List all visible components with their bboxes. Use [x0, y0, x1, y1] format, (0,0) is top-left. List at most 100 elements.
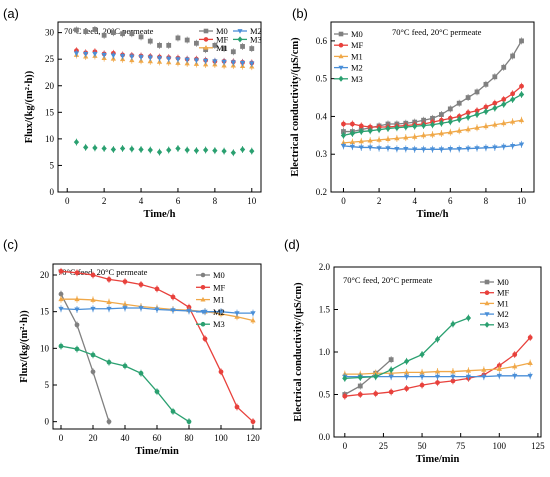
x-tick-label: 2: [102, 196, 107, 206]
data-point: [83, 51, 89, 57]
series-M0: [74, 25, 255, 56]
data-point: [122, 301, 128, 307]
legend-marker: [200, 310, 206, 315]
x-axis-label: Time/min: [135, 446, 179, 457]
legend-label: MF: [213, 282, 226, 292]
data-point: [388, 366, 394, 373]
data-point: [450, 374, 456, 380]
data-point: [230, 49, 236, 55]
data-point: [106, 359, 112, 365]
x-tick-label: 8: [213, 196, 218, 206]
data-point: [412, 147, 418, 153]
data-point: [184, 146, 190, 154]
x-tick-label: 6: [176, 196, 181, 206]
data-point: [218, 369, 224, 375]
data-point: [501, 97, 507, 102]
data-point: [465, 367, 472, 373]
legend-label: M2: [250, 26, 262, 36]
data-point: [340, 140, 347, 145]
legend-marker: [338, 75, 344, 82]
data-point: [421, 117, 426, 123]
data-point: [342, 375, 348, 382]
legend-label: M2: [213, 307, 225, 317]
data-point: [106, 277, 112, 282]
series-M0: [58, 290, 112, 426]
data-point: [166, 56, 172, 62]
legend-marker: [484, 279, 490, 285]
data-point: [419, 369, 425, 375]
data-point: [376, 126, 382, 133]
data-point: [501, 101, 507, 108]
data-point: [58, 296, 64, 302]
data-point: [465, 114, 471, 121]
series-line: [344, 359, 392, 396]
x-tick-label: 50: [418, 441, 428, 451]
data-point: [138, 370, 144, 376]
data-point: [509, 118, 516, 124]
x-axis-label: Time/h: [144, 209, 176, 220]
y-tick-label: 0.2: [316, 187, 327, 197]
y-tick-label: 15: [40, 307, 50, 317]
data-point: [202, 146, 209, 154]
y-tick-label: 1.0: [319, 347, 331, 357]
data-point: [221, 46, 227, 51]
x-axis-label: Time/min: [416, 454, 460, 465]
y-tick-label: 15: [45, 107, 55, 117]
data-point: [420, 122, 427, 129]
data-point: [74, 307, 80, 313]
data-point: [349, 121, 355, 127]
x-tick-label: 10: [247, 196, 257, 206]
data-point: [218, 309, 224, 315]
data-point: [154, 307, 160, 313]
data-point: [186, 419, 192, 425]
panel-letter: (d): [284, 237, 300, 252]
data-point: [138, 306, 144, 311]
data-point: [110, 146, 117, 153]
data-point: [138, 55, 144, 60]
legend-label: M1: [497, 298, 509, 308]
legend-label: M3: [351, 74, 363, 84]
data-point: [465, 374, 472, 380]
series-M2: [73, 49, 255, 67]
legend-label: M2: [497, 309, 509, 319]
data-point: [388, 374, 394, 380]
data-point: [90, 272, 96, 278]
panel-1: (b) 0 2 4 6 8 10 0.2 0.3 0.4 0.5 0.6 Time/h Electrica…: [290, 6, 535, 220]
data-point: [509, 96, 516, 103]
data-point: [481, 374, 487, 380]
panel-0: (a) 0 2 4 6 8 10 0 5 10 15 20 25 30 Time/h Flux/(kg/(m²…: [3, 6, 262, 220]
panel-3: (d) 0 25 50 75 100 125 0.0 0.5 1.0 1.5 2.0 Time/min E…: [284, 237, 545, 465]
data-point: [101, 32, 107, 38]
data-point: [447, 129, 453, 135]
y-tick-label: 5: [50, 160, 55, 170]
series-M2: [58, 304, 256, 317]
annotation: 70°C feed, 20°C permeate: [392, 27, 482, 37]
data-point: [239, 146, 246, 153]
data-point: [358, 145, 364, 151]
data-point: [129, 145, 135, 153]
data-point: [349, 130, 356, 137]
series-M3: [73, 138, 255, 157]
panel-2: (c) 0 20 40 60 80 100 120 0 5 10 15 20 Time/min Flux/(…: [3, 237, 262, 457]
y-tick-label: 0.3: [316, 149, 328, 159]
series-line: [344, 337, 531, 397]
data-point: [376, 146, 382, 152]
x-tick-label: 80: [185, 433, 195, 443]
data-point: [367, 127, 373, 134]
data-point: [435, 380, 440, 385]
x-tick-label: 100: [214, 433, 228, 443]
y-tick-label: 25: [45, 54, 55, 64]
data-point: [483, 145, 489, 151]
data-point: [447, 147, 453, 152]
data-point: [373, 391, 379, 397]
data-point: [420, 132, 427, 138]
data-point: [83, 29, 89, 34]
x-axis-label: Time/h: [417, 209, 449, 220]
data-point: [367, 137, 373, 143]
data-point: [438, 130, 445, 136]
data-point: [357, 374, 363, 381]
data-point: [388, 389, 394, 395]
data-point: [527, 335, 533, 340]
data-point: [501, 64, 507, 70]
